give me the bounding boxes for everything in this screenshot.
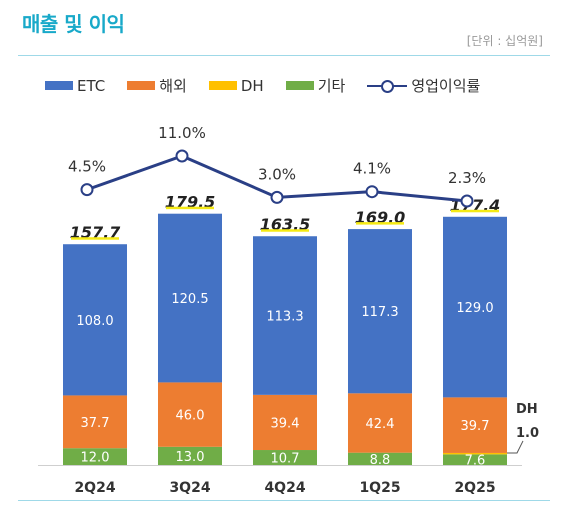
bar-segment bbox=[443, 452, 507, 455]
segment-label: 12.0 bbox=[81, 451, 110, 466]
dh-annotation-label: DH bbox=[516, 402, 538, 417]
segment-label: 10.7 bbox=[271, 452, 300, 467]
category-label: 4Q24 bbox=[264, 480, 305, 496]
legend-item-etc: ETC bbox=[45, 77, 105, 95]
bar-segment bbox=[348, 229, 412, 394]
margin-label: 2.3% bbox=[448, 169, 486, 187]
bar-segment bbox=[348, 452, 412, 465]
margin-point bbox=[460, 194, 474, 208]
total-highlight bbox=[261, 229, 309, 232]
segment-label: 37.7 bbox=[81, 416, 110, 431]
bar-segment bbox=[158, 213, 222, 383]
legend-label-etc: ETC bbox=[77, 76, 106, 95]
segment-label: 129.0 bbox=[456, 301, 493, 316]
header-divider bbox=[18, 55, 550, 56]
segment-label: 113.3 bbox=[266, 310, 303, 325]
category-label: 3Q24 bbox=[169, 480, 210, 496]
legend-swatch-other bbox=[285, 81, 314, 90]
margin-point bbox=[365, 185, 379, 199]
total-highlight bbox=[451, 209, 499, 213]
legend-swatch-overseas bbox=[127, 81, 156, 90]
legend-item-margin: 영업이익률 bbox=[367, 75, 480, 96]
margin-label: 3.0% bbox=[258, 165, 296, 183]
category-label: 2Q25 bbox=[454, 480, 495, 496]
bar-segment bbox=[348, 393, 412, 453]
bar-segment bbox=[158, 382, 222, 447]
bar-segment bbox=[63, 448, 127, 465]
segment-label: 39.7 bbox=[461, 419, 490, 434]
bar-segment bbox=[63, 395, 127, 449]
segment-label: 13.0 bbox=[176, 450, 205, 465]
total-highlight bbox=[166, 206, 214, 210]
segment-label: 7.6 bbox=[465, 454, 486, 469]
margin-label: 11.0% bbox=[158, 124, 206, 142]
margin-label: 4.5% bbox=[68, 158, 106, 176]
chart-title: 매출 및 이익 bbox=[22, 12, 125, 36]
segment-label: 39.4 bbox=[271, 416, 300, 431]
legend-label-dh: DH bbox=[240, 76, 264, 95]
total-highlight bbox=[356, 222, 404, 225]
legend: ETC 해외 DH 기타 영업이익률 bbox=[45, 75, 480, 96]
segment-label: 46.0 bbox=[176, 409, 205, 424]
segment-label: 117.3 bbox=[361, 305, 398, 320]
legend-swatch-dh bbox=[208, 81, 237, 90]
bar-segment bbox=[63, 244, 127, 396]
legend-label-other: 기타 bbox=[317, 77, 346, 95]
legend-item-dh: DH bbox=[208, 76, 264, 95]
unit-label: [단위 : 십억원] bbox=[466, 34, 543, 48]
bar-segment bbox=[253, 394, 317, 451]
bar-segment bbox=[443, 216, 507, 398]
bar-segment bbox=[158, 446, 222, 465]
bar-segment bbox=[253, 236, 317, 395]
legend-item-overseas: 해외 bbox=[127, 75, 187, 96]
legend-item-other: 기타 bbox=[285, 75, 346, 96]
legend-swatch-margin bbox=[367, 79, 408, 93]
legend-label-overseas: 해외 bbox=[159, 77, 187, 95]
dh-annotation-value: 1.0 bbox=[516, 426, 540, 441]
segment-label: 42.4 bbox=[366, 417, 395, 432]
category-label: 1Q25 bbox=[359, 480, 400, 496]
segment-label: 8.8 bbox=[370, 453, 391, 468]
dh-leader-line bbox=[507, 440, 524, 454]
total-highlight bbox=[71, 237, 119, 240]
segment-label: 108.0 bbox=[76, 314, 113, 329]
legend-label-margin: 영업이익률 bbox=[411, 77, 481, 95]
margin-point bbox=[270, 190, 284, 204]
bar-segment bbox=[443, 454, 507, 465]
margin-label: 4.1% bbox=[353, 160, 391, 178]
bar-segment bbox=[253, 450, 317, 465]
margin-point bbox=[175, 149, 189, 163]
legend-swatch-etc bbox=[45, 81, 73, 90]
category-label: 2Q24 bbox=[74, 480, 115, 496]
footer-divider bbox=[18, 500, 550, 501]
segment-label: 120.5 bbox=[171, 292, 208, 307]
margin-point bbox=[80, 183, 94, 197]
bar-segment bbox=[443, 397, 507, 453]
